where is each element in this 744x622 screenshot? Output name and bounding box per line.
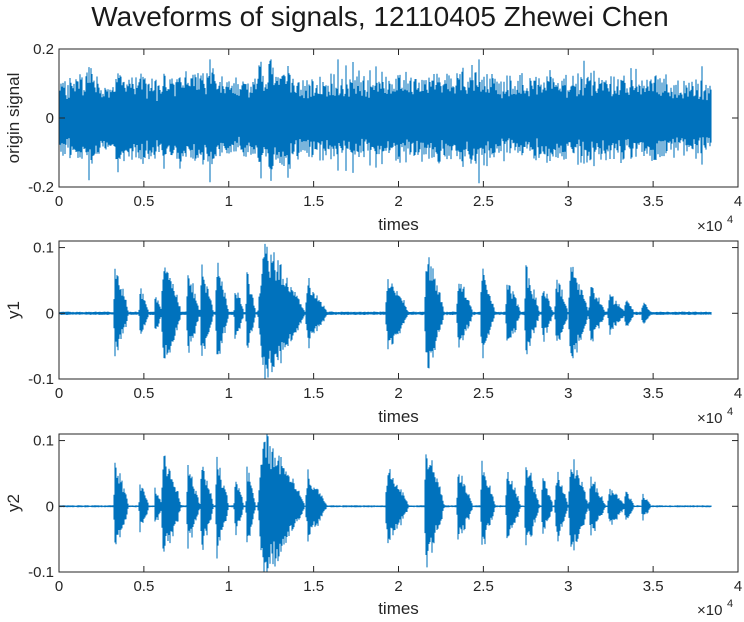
y-axis-label: y1	[4, 301, 23, 319]
x-tick-label: 0.5	[133, 578, 154, 595]
x-exponent-label: ×10	[697, 410, 722, 427]
x-tick-label: 0	[55, 385, 63, 402]
x-tick-label: 3	[564, 385, 572, 402]
x-exponent-power: 4	[727, 598, 733, 610]
x-axis-label: times	[378, 215, 419, 234]
y-axis-label: origin signal	[4, 73, 23, 164]
x-tick-label: 2.5	[473, 193, 494, 210]
x-tick-label: 1	[225, 578, 233, 595]
x-tick-label: 3.5	[643, 578, 664, 595]
x-tick-label: 2	[394, 578, 402, 595]
x-tick-label: 3.5	[643, 193, 664, 210]
y-tick-label: 0.2	[33, 41, 54, 58]
y-tick-label: 0.1	[33, 240, 54, 257]
y-tick-label: -0.2	[28, 179, 54, 196]
waveform-series-3	[59, 434, 712, 572]
x-tick-label: 2	[394, 385, 402, 402]
x-tick-label: 1	[225, 193, 233, 210]
y-tick-label: 0	[46, 305, 54, 322]
x-exponent-power: 4	[727, 406, 733, 418]
x-tick-label: 3	[564, 193, 572, 210]
y-tick-label: 0	[46, 110, 54, 127]
y-tick-label: 0.1	[33, 433, 54, 450]
x-tick-label: 3.5	[643, 385, 664, 402]
x-tick-label: 2.5	[473, 578, 494, 595]
x-tick-label: 1	[225, 385, 233, 402]
x-tick-label: 4	[734, 578, 742, 595]
x-exponent-label: ×10	[697, 602, 722, 619]
x-exponent-power: 4	[727, 214, 733, 226]
x-tick-label: 1.5	[303, 385, 324, 402]
x-tick-label: 3	[564, 578, 572, 595]
x-tick-label: 2	[394, 193, 402, 210]
y-axis-label: y2	[4, 494, 23, 512]
waveform-series-1	[59, 59, 712, 184]
x-tick-label: 1.5	[303, 578, 324, 595]
x-tick-label: 0	[55, 193, 63, 210]
x-tick-label: 2.5	[473, 385, 494, 402]
x-tick-label: 0	[55, 578, 63, 595]
x-tick-label: 4	[734, 193, 742, 210]
figure-title: Waveforms of signals, 12110405 Zhewei Ch…	[91, 1, 668, 32]
x-axis-label: times	[378, 599, 419, 618]
x-axis-label: times	[378, 407, 419, 426]
x-exponent-label: ×10	[697, 218, 722, 235]
x-tick-label: 0.5	[133, 385, 154, 402]
x-tick-label: 1.5	[303, 193, 324, 210]
x-tick-label: 4	[734, 385, 742, 402]
y-tick-label: -0.1	[28, 564, 54, 581]
y-tick-label: -0.1	[28, 371, 54, 388]
x-tick-label: 0.5	[133, 193, 154, 210]
waveform-series-2	[59, 243, 712, 379]
y-tick-label: 0	[46, 498, 54, 515]
